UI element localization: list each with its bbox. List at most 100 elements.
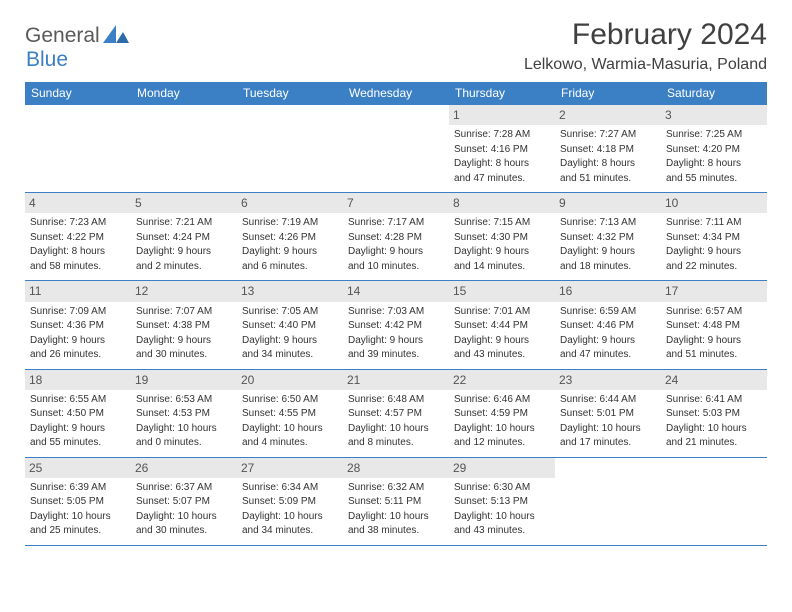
sunset-text: Sunset: 4:57 PM (348, 407, 444, 421)
day-cell: 29Sunrise: 6:30 AMSunset: 5:13 PMDayligh… (449, 458, 555, 545)
daylight1-text: Daylight: 9 hours (560, 334, 656, 348)
day-cell: 9Sunrise: 7:13 AMSunset: 4:32 PMDaylight… (555, 193, 661, 280)
day-cell: 10Sunrise: 7:11 AMSunset: 4:34 PMDayligh… (661, 193, 767, 280)
daylight1-text: Daylight: 10 hours (348, 510, 444, 524)
day-cell (131, 105, 237, 192)
daylight1-text: Daylight: 8 hours (666, 157, 762, 171)
sunrise-text: Sunrise: 6:53 AM (136, 393, 232, 407)
daylight1-text: Daylight: 10 hours (242, 510, 338, 524)
daylight1-text: Daylight: 10 hours (136, 422, 232, 436)
day-cell: 13Sunrise: 7:05 AMSunset: 4:40 PMDayligh… (237, 281, 343, 368)
daylight2-text: and 58 minutes. (30, 260, 126, 274)
sunset-text: Sunset: 4:36 PM (30, 319, 126, 333)
day-number (25, 105, 131, 125)
day-number: 5 (131, 193, 237, 213)
day-cell: 28Sunrise: 6:32 AMSunset: 5:11 PMDayligh… (343, 458, 449, 545)
day-cell (237, 105, 343, 192)
daylight1-text: Daylight: 9 hours (666, 245, 762, 259)
day-number: 18 (25, 370, 131, 390)
week-row: 18Sunrise: 6:55 AMSunset: 4:50 PMDayligh… (25, 370, 767, 458)
logo-triangle-icon (103, 25, 129, 43)
day-number (131, 105, 237, 125)
logo: General (25, 24, 129, 48)
logo-line2: Blue (26, 48, 68, 72)
day-number: 11 (25, 281, 131, 301)
day-cell: 21Sunrise: 6:48 AMSunset: 4:57 PMDayligh… (343, 370, 449, 457)
sunrise-text: Sunrise: 6:37 AM (136, 481, 232, 495)
daylight1-text: Daylight: 9 hours (242, 334, 338, 348)
daylight2-text: and 34 minutes. (242, 524, 338, 538)
sunrise-text: Sunrise: 7:11 AM (666, 216, 762, 230)
day-cell: 19Sunrise: 6:53 AMSunset: 4:53 PMDayligh… (131, 370, 237, 457)
day-cell: 20Sunrise: 6:50 AMSunset: 4:55 PMDayligh… (237, 370, 343, 457)
sunset-text: Sunset: 4:20 PM (666, 143, 762, 157)
daylight2-text: and 25 minutes. (30, 524, 126, 538)
day-number (555, 458, 661, 478)
day-number: 13 (237, 281, 343, 301)
day-cell: 17Sunrise: 6:57 AMSunset: 4:48 PMDayligh… (661, 281, 767, 368)
sunrise-text: Sunrise: 7:05 AM (242, 305, 338, 319)
daylight1-text: Daylight: 9 hours (454, 245, 550, 259)
day-cell (555, 458, 661, 545)
day-header-saturday: Saturday (661, 82, 767, 104)
daylight1-text: Daylight: 8 hours (454, 157, 550, 171)
daylight2-text: and 38 minutes. (348, 524, 444, 538)
daylight1-text: Daylight: 9 hours (242, 245, 338, 259)
day-number: 27 (237, 458, 343, 478)
location-text: Lelkowo, Warmia-Masuria, Poland (524, 56, 767, 74)
day-cell: 5Sunrise: 7:21 AMSunset: 4:24 PMDaylight… (131, 193, 237, 280)
day-number: 21 (343, 370, 449, 390)
daylight1-text: Daylight: 8 hours (30, 245, 126, 259)
day-number: 22 (449, 370, 555, 390)
daylight1-text: Daylight: 10 hours (454, 510, 550, 524)
week-row: 1Sunrise: 7:28 AMSunset: 4:16 PMDaylight… (25, 104, 767, 193)
day-header-thursday: Thursday (449, 82, 555, 104)
daylight2-text: and 22 minutes. (666, 260, 762, 274)
daylight2-text: and 0 minutes. (136, 436, 232, 450)
day-number: 25 (25, 458, 131, 478)
sunrise-text: Sunrise: 6:30 AM (454, 481, 550, 495)
day-number: 10 (661, 193, 767, 213)
day-cell: 8Sunrise: 7:15 AMSunset: 4:30 PMDaylight… (449, 193, 555, 280)
daylight2-text: and 55 minutes. (30, 436, 126, 450)
daylight2-text: and 6 minutes. (242, 260, 338, 274)
day-cell: 15Sunrise: 7:01 AMSunset: 4:44 PMDayligh… (449, 281, 555, 368)
day-header-row: SundayMondayTuesdayWednesdayThursdayFrid… (25, 82, 767, 104)
daylight1-text: Daylight: 9 hours (30, 334, 126, 348)
week-row: 4Sunrise: 7:23 AMSunset: 4:22 PMDaylight… (25, 193, 767, 281)
day-number (661, 458, 767, 478)
day-header-monday: Monday (131, 82, 237, 104)
daylight1-text: Daylight: 10 hours (454, 422, 550, 436)
daylight1-text: Daylight: 9 hours (348, 334, 444, 348)
day-cell: 6Sunrise: 7:19 AMSunset: 4:26 PMDaylight… (237, 193, 343, 280)
daylight2-text: and 26 minutes. (30, 348, 126, 362)
day-header-tuesday: Tuesday (237, 82, 343, 104)
day-number: 20 (237, 370, 343, 390)
daylight2-text: and 14 minutes. (454, 260, 550, 274)
sunset-text: Sunset: 5:05 PM (30, 495, 126, 509)
day-number: 29 (449, 458, 555, 478)
sunset-text: Sunset: 4:30 PM (454, 231, 550, 245)
daylight2-text: and 30 minutes. (136, 348, 232, 362)
sunrise-text: Sunrise: 6:32 AM (348, 481, 444, 495)
day-number: 24 (661, 370, 767, 390)
daylight1-text: Daylight: 10 hours (30, 510, 126, 524)
day-number (237, 105, 343, 125)
daylight2-text: and 39 minutes. (348, 348, 444, 362)
day-number: 17 (661, 281, 767, 301)
day-cell: 12Sunrise: 7:07 AMSunset: 4:38 PMDayligh… (131, 281, 237, 368)
daylight1-text: Daylight: 10 hours (560, 422, 656, 436)
sunrise-text: Sunrise: 7:15 AM (454, 216, 550, 230)
daylight2-text: and 30 minutes. (136, 524, 232, 538)
day-number: 19 (131, 370, 237, 390)
sunrise-text: Sunrise: 6:39 AM (30, 481, 126, 495)
sunset-text: Sunset: 4:28 PM (348, 231, 444, 245)
day-cell: 24Sunrise: 6:41 AMSunset: 5:03 PMDayligh… (661, 370, 767, 457)
day-number: 6 (237, 193, 343, 213)
daylight1-text: Daylight: 9 hours (136, 334, 232, 348)
day-number: 16 (555, 281, 661, 301)
sunset-text: Sunset: 5:09 PM (242, 495, 338, 509)
day-number: 28 (343, 458, 449, 478)
day-number: 12 (131, 281, 237, 301)
day-cell (343, 105, 449, 192)
